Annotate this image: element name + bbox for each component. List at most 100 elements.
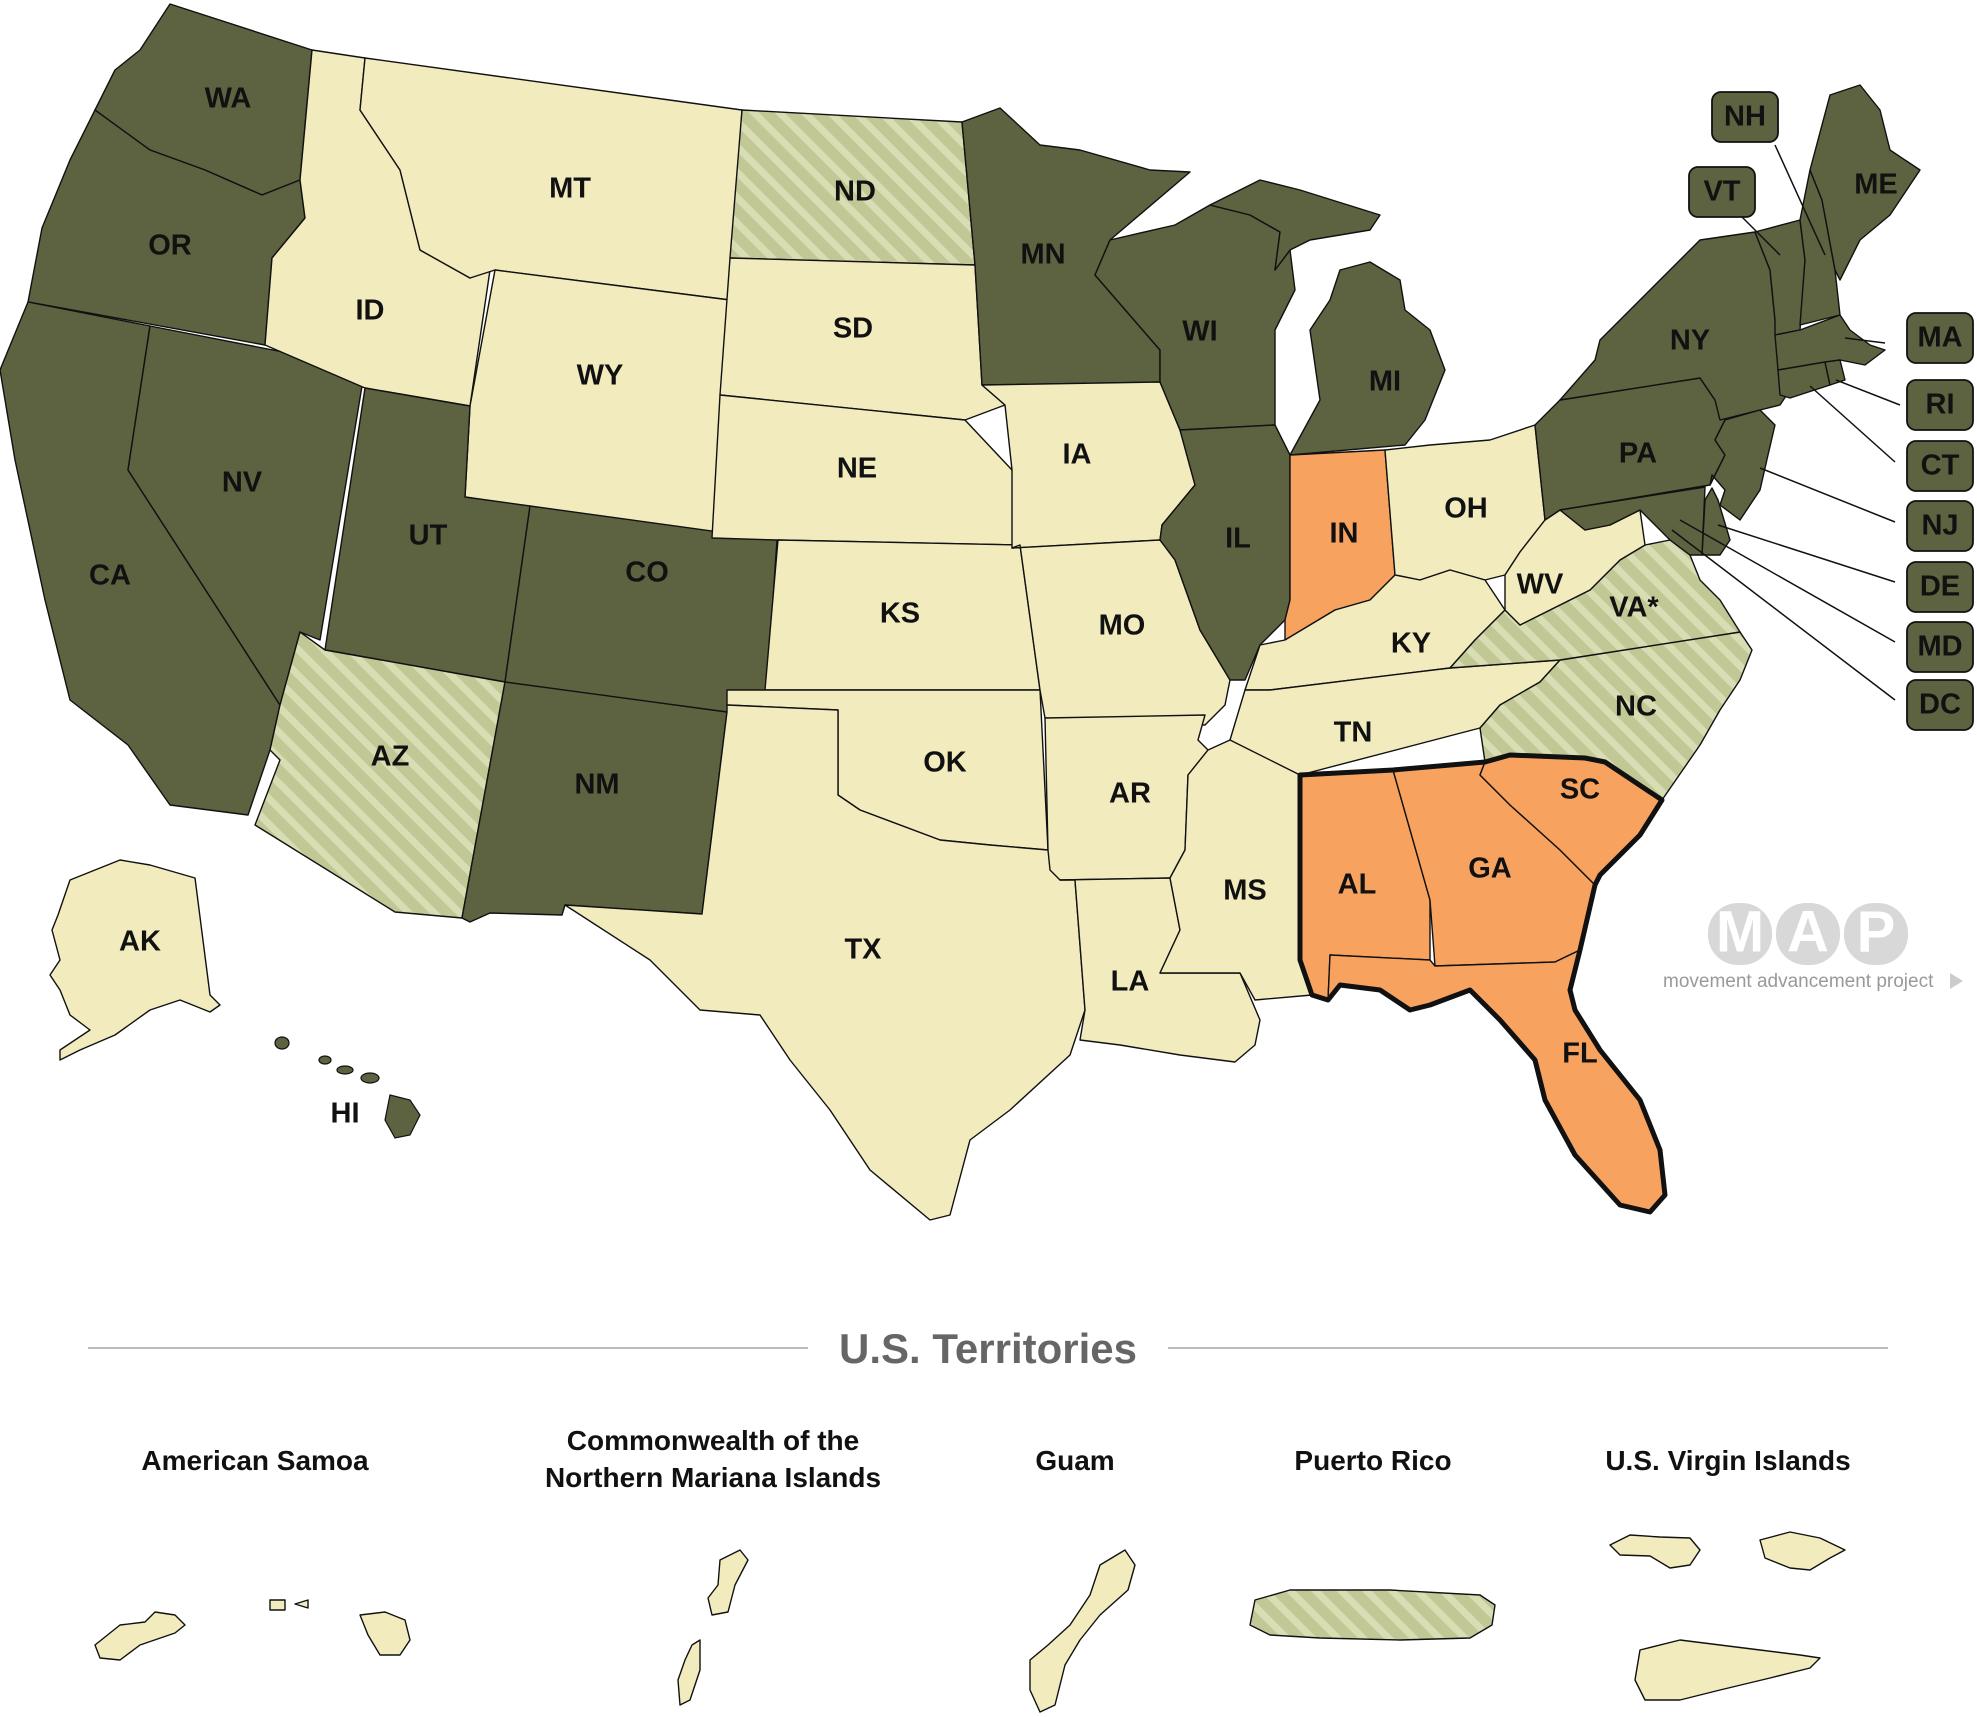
callout-box	[1711, 91, 1779, 143]
state-label-ks: KS	[880, 598, 920, 630]
territory-title-usvi: U.S. Virgin Islands	[1605, 1445, 1850, 1476]
logo-letter-bg	[1708, 903, 1772, 965]
territories-title: U.S. Territories	[839, 1325, 1137, 1372]
callout-label-ma: MA	[1917, 322, 1962, 354]
state-label-mi: MI	[1369, 366, 1401, 398]
callout-nh[interactable]: NH	[1711, 91, 1779, 143]
state-me[interactable]	[1809, 84, 1921, 281]
state-label-wa: WA	[205, 83, 252, 115]
states-layer	[0, 3, 1921, 1221]
callout-box	[1906, 679, 1974, 731]
state-label-la: LA	[1111, 966, 1150, 998]
state-label-ms: MS	[1223, 875, 1267, 907]
callout-label-dc: DC	[1919, 689, 1961, 721]
territory-title-cnmi-line1: Commonwealth of the	[567, 1425, 859, 1456]
callout-boxes: NH VT MA RI CT NJ DE MD DC	[1688, 91, 1974, 731]
state-label-sd: SD	[833, 313, 873, 345]
state-az[interactable]	[254, 631, 506, 919]
territory-guam-shape[interactable]	[1029, 1549, 1136, 1713]
state-label-ut: UT	[409, 520, 448, 552]
callout-de[interactable]: DE	[1906, 561, 1974, 613]
callout-box	[1688, 166, 1756, 218]
state-label-mn: MN	[1020, 239, 1065, 271]
territory-american-samoa-east[interactable]	[359, 1611, 411, 1656]
territory-title-american-samoa: American Samoa	[141, 1445, 369, 1476]
hawaii-islands[interactable]	[274, 1036, 421, 1139]
state-label-mt: MT	[549, 173, 591, 205]
state-label-ca: CA	[89, 560, 131, 592]
callout-box	[1906, 312, 1974, 364]
state-label-ar: AR	[1109, 778, 1151, 810]
territory-american-samoa-islet[interactable]	[269, 1599, 309, 1611]
state-nm[interactable]	[461, 681, 728, 923]
callout-vt[interactable]: VT	[1688, 166, 1756, 218]
state-label-wv: WV	[1517, 569, 1564, 601]
territory-usvi-stcroix[interactable]	[1634, 1639, 1821, 1701]
callout-ct[interactable]: CT	[1906, 440, 1974, 492]
state-label-nv: NV	[222, 467, 263, 499]
state-label-sc: SC	[1560, 774, 1600, 806]
callout-label-nh: NH	[1724, 101, 1766, 133]
state-label-hi: HI	[331, 1098, 360, 1130]
callout-box	[1906, 500, 1974, 552]
callout-ri[interactable]: RI	[1906, 379, 1974, 431]
state-label-oh: OH	[1444, 493, 1488, 525]
state-label-ia: IA	[1063, 439, 1092, 471]
logo-tagline: movement advancement project	[1663, 971, 1934, 992]
state-label-in: IN	[1330, 518, 1359, 550]
state-label-ak: AK	[119, 926, 161, 958]
callout-box	[1906, 379, 1974, 431]
state-label-ky: KY	[1391, 628, 1431, 660]
play-triangle-icon	[1950, 973, 1963, 989]
callout-box	[1906, 440, 1974, 492]
state-label-ne: NE	[837, 453, 877, 485]
callout-label-ri: RI	[1926, 389, 1955, 421]
state-label-or: OR	[148, 230, 192, 262]
callout-label-ct: CT	[1921, 450, 1960, 482]
state-label-tn: TN	[1334, 717, 1373, 749]
territory-puerto-rico-shape[interactable]	[1249, 1589, 1496, 1641]
callout-box	[1906, 561, 1974, 613]
territory-usvi-stthomas[interactable]	[1609, 1534, 1701, 1569]
state-ct[interactable]	[1777, 361, 1831, 399]
state-mi[interactable]	[1209, 179, 1446, 456]
state-label-ok: OK	[923, 747, 967, 779]
state-label-nd: ND	[834, 176, 876, 208]
state-label-id: ID	[356, 295, 385, 327]
territory-american-samoa-shape[interactable]	[94, 1611, 186, 1661]
callout-ma[interactable]: MA	[1906, 312, 1974, 364]
state-label-mo: MO	[1099, 610, 1146, 642]
callout-box	[1906, 621, 1974, 673]
territories-section: U.S. Territories American Samoa Commonwea…	[88, 1325, 1888, 1713]
logo-letter-bg	[1776, 903, 1840, 965]
callout-md[interactable]: MD	[1906, 621, 1974, 673]
territory-usvi-stjohn[interactable]	[1759, 1531, 1846, 1571]
callout-label-nj: NJ	[1921, 510, 1958, 542]
state-label-ny: NY	[1670, 325, 1710, 357]
state-label-tx: TX	[844, 934, 882, 966]
territory-cnmi-shape[interactable]	[677, 1549, 749, 1706]
southeast-region-outline	[1297, 752, 1668, 1215]
state-wy[interactable]	[464, 269, 731, 539]
state-ak[interactable]	[49, 859, 221, 1061]
state-tx[interactable]	[564, 704, 1086, 1221]
state-label-me: ME	[1854, 169, 1898, 201]
state-label-wy: WY	[577, 360, 624, 392]
state-md[interactable]	[1559, 486, 1706, 556]
state-label-az: AZ	[371, 741, 410, 773]
state-label-fl: FL	[1562, 1038, 1597, 1070]
callout-label-vt: VT	[1703, 176, 1740, 208]
logo-letter-bg	[1844, 903, 1908, 965]
state-labels: WAORCANVIDMTWYUTCOAZNMNDSDNEKSOKTXMNIAMO…	[89, 83, 1898, 1130]
callout-nj[interactable]: NJ	[1906, 500, 1974, 552]
state-label-wi: WI	[1182, 316, 1217, 348]
callout-label-de: DE	[1920, 571, 1960, 603]
callout-dc[interactable]: DC	[1906, 679, 1974, 731]
territory-title-guam: Guam	[1035, 1445, 1114, 1476]
state-label-al: AL	[1338, 869, 1377, 901]
logo-letter-p: P	[1857, 899, 1896, 964]
state-ri[interactable]	[1824, 359, 1846, 386]
state-label-il: IL	[1225, 523, 1251, 555]
